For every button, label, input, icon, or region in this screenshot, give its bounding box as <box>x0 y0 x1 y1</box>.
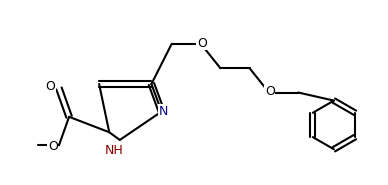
Text: NH: NH <box>104 144 123 157</box>
Text: O: O <box>265 85 275 98</box>
Text: O: O <box>45 80 55 93</box>
Text: O: O <box>48 139 58 152</box>
Text: O: O <box>197 36 207 50</box>
Text: N: N <box>159 105 168 118</box>
